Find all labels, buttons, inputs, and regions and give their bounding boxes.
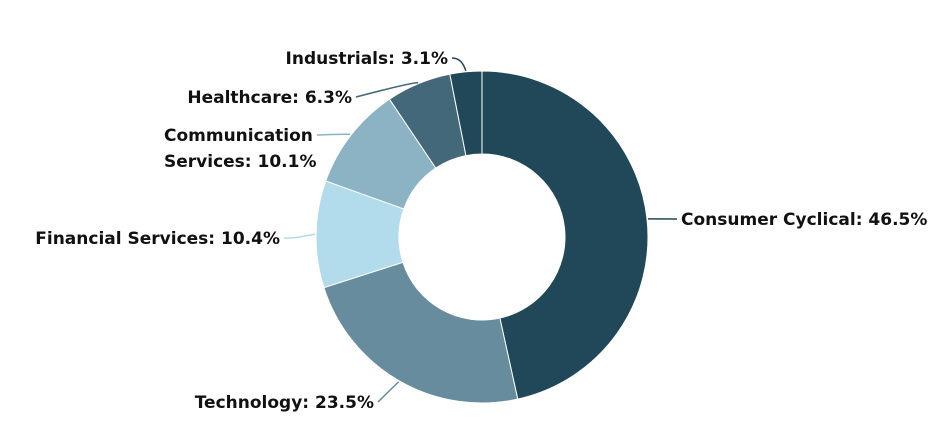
label-healthcare: Healthcare: 6.3% [187,88,352,108]
label-financial-services: Financial Services: 10.4% [35,229,280,249]
slice-consumer-cyclical [481,70,649,400]
donut-slices [315,70,649,404]
slice-technology [323,261,519,404]
label-connectors [283,57,678,403]
connector-financial-services [283,233,316,239]
slice-labels: Consumer Cyclical: 46.5% Technology: 23.5… [35,49,927,413]
connector-technology [377,381,400,403]
slice-industrials [449,70,483,157]
label-communication-services: Communication Services: 10.1% [164,126,317,172]
label-industrials: Industrials: 3.1% [286,49,448,69]
connector-communication-services [316,133,351,136]
connector-industrials [451,57,467,72]
label-consumer-cyclical: Consumer Cyclical: 46.5% [681,210,927,230]
label-technology: Technology: 23.5% [195,393,374,413]
connector-healthcare [355,81,419,98]
